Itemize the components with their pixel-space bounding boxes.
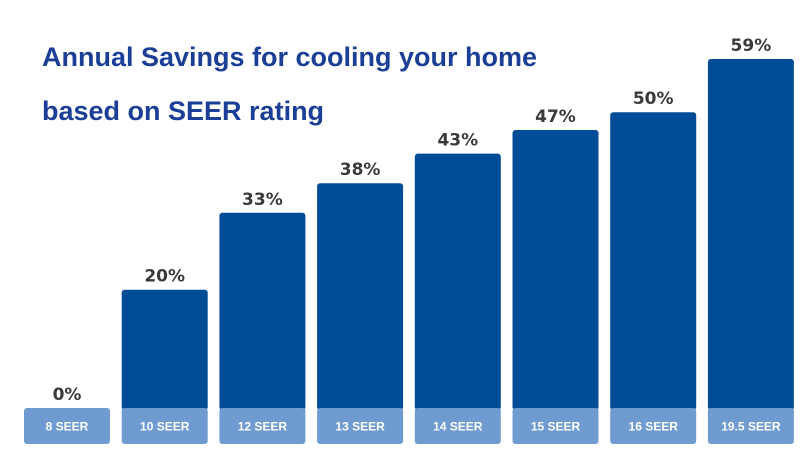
bar-16-seer [610,112,697,410]
category-tab-19-5-seer [707,408,794,444]
category-tab-12-seer [219,408,306,444]
tick-label-19-5-seer: 19.5 SEER [721,420,781,434]
category-tab-10-seer [121,408,208,444]
category-tab-15-seer [512,408,599,444]
value-label-16-seer: 50% [633,89,674,109]
value-label-12-seer: 33% [242,190,283,210]
category-tab-8-seer [24,408,110,444]
chart-title-line-1: Annual Savings for cooling your home [42,42,538,72]
category-tab-13-seer [317,408,404,444]
bar-14-seer [414,153,501,410]
category-tab-16-seer [610,408,697,444]
bar-15-seer [512,129,599,411]
bar-13-seer [317,183,404,410]
value-label-15-seer: 47% [535,107,576,127]
value-label-13-seer: 38% [340,160,381,180]
value-label-19-5-seer: 59% [731,36,772,56]
tick-label-16-seer: 16 SEER [629,420,679,434]
chart-title: Annual Savings for cooling your home bas… [42,30,602,138]
tick-label-8-seer: 8 SEER [46,420,89,434]
bar-19-5-seer [707,59,794,410]
value-label-8-seer: 0% [53,385,82,405]
chart-title-line-2: based on SEER rating [42,96,325,126]
value-label-14-seer: 43% [437,131,478,151]
value-label-10-seer: 20% [144,267,185,287]
tick-label-13-seer: 13 SEER [335,420,385,434]
category-tab-14-seer [414,408,501,444]
tick-label-14-seer: 14 SEER [433,420,483,434]
bar-12-seer [219,212,306,410]
tick-label-12-seer: 12 SEER [238,420,288,434]
tick-label-15-seer: 15 SEER [531,420,581,434]
bar-10-seer [121,289,208,410]
tick-label-10-seer: 10 SEER [140,420,190,434]
